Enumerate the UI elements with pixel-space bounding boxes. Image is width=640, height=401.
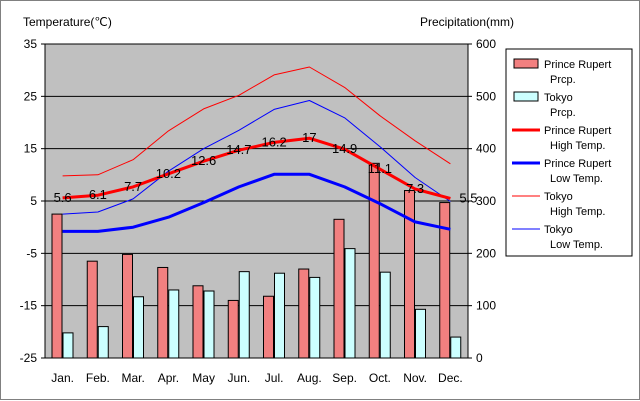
- legend-label: Low Temp.: [550, 173, 603, 185]
- month-label: Jun.: [228, 371, 251, 385]
- temp-line: [62, 136, 451, 200]
- data-label: 11.1: [368, 161, 392, 176]
- left-tick-label: 35: [24, 37, 38, 51]
- data-label: 7.7: [124, 179, 142, 194]
- data-label: 10.2: [156, 166, 181, 181]
- data-label: 6.1: [89, 187, 107, 202]
- precip-bar: [415, 308, 426, 359]
- data-label: 16.2: [261, 134, 286, 149]
- precip-bar: [157, 266, 169, 359]
- right-tick-label: 0: [476, 351, 483, 365]
- precip-bar: [122, 253, 133, 359]
- legend-swatch: [513, 91, 539, 102]
- month-label: May: [192, 371, 215, 385]
- left-tick-label: 15: [24, 142, 38, 156]
- legend-box: [505, 48, 633, 257]
- legend-label: Low Temp.: [550, 239, 603, 251]
- right-tick-label: 500: [476, 89, 496, 103]
- legend-label: Tokyo: [544, 191, 573, 203]
- right-tick-label: 200: [476, 246, 496, 260]
- legend-label: Prcp.: [550, 74, 576, 86]
- precip-bar: [62, 332, 74, 359]
- precip-bar: [192, 285, 204, 359]
- month-label: Dec.: [438, 371, 463, 385]
- legend-label: Tokyo: [544, 92, 573, 104]
- precip-bar: [168, 289, 180, 359]
- legend-label: High Temp.: [550, 206, 605, 218]
- temp-line: [62, 172, 451, 233]
- left-tick-label: -25: [20, 351, 38, 365]
- precip-bar: [203, 290, 215, 359]
- precip-bar: [298, 268, 310, 359]
- precip-bar: [227, 299, 239, 359]
- precip-bar: [344, 248, 356, 359]
- data-label: 17: [302, 130, 316, 145]
- data-label: 14.7: [226, 142, 251, 157]
- precip-bar: [263, 295, 274, 359]
- left-tick-label: -15: [20, 299, 38, 313]
- left-tick-label: -5: [26, 246, 37, 260]
- data-label: 14.9: [332, 141, 357, 156]
- data-label: 7.3: [406, 181, 424, 196]
- legend-label: Tokyo: [544, 224, 573, 236]
- right-tick-label: 400: [476, 142, 496, 156]
- right-tick-label: 100: [476, 299, 496, 313]
- month-label: Feb.: [86, 371, 110, 385]
- precip-bar: [133, 296, 144, 359]
- month-label: Aug.: [297, 371, 322, 385]
- precip-bar: [450, 336, 462, 359]
- legend-swatch: [513, 58, 539, 69]
- precip-bar: [309, 276, 321, 359]
- legend-label: Prince Rupert: [544, 158, 611, 170]
- legend-label: Prince Rupert: [544, 59, 611, 71]
- right-tick-label: 600: [476, 37, 496, 51]
- left-tick-label: 25: [24, 89, 38, 103]
- month-label: Nov.: [403, 371, 427, 385]
- month-label: Oct.: [369, 371, 391, 385]
- right-tick-label: 300: [476, 194, 496, 208]
- legend-label: High Temp.: [550, 140, 605, 152]
- month-label: Jan.: [51, 371, 74, 385]
- legend-label: Prince Rupert: [544, 125, 611, 137]
- data-label: 5.6: [54, 190, 72, 205]
- precip-bar: [51, 213, 63, 359]
- precip-bar: [274, 272, 285, 359]
- precip-bar: [379, 271, 391, 359]
- right-axis-title: Precipitation(mm): [420, 15, 514, 29]
- month-label: Apr.: [158, 371, 179, 385]
- precip-bar: [97, 326, 109, 359]
- month-label: Sep.: [332, 371, 357, 385]
- legend-label: Prcp.: [550, 107, 576, 119]
- month-label: Mar.: [121, 371, 144, 385]
- precip-bar: [368, 162, 380, 359]
- temp-line: [62, 66, 451, 177]
- data-label: 12.6: [191, 153, 216, 168]
- precip-bar: [238, 271, 250, 359]
- left-axis-title: Temperature(℃): [23, 15, 112, 29]
- month-label: Jul.: [265, 371, 284, 385]
- temp-line: [62, 100, 451, 215]
- left-tick-label: 5: [30, 194, 37, 208]
- precip-bar: [333, 218, 345, 359]
- precip-bar: [86, 260, 98, 359]
